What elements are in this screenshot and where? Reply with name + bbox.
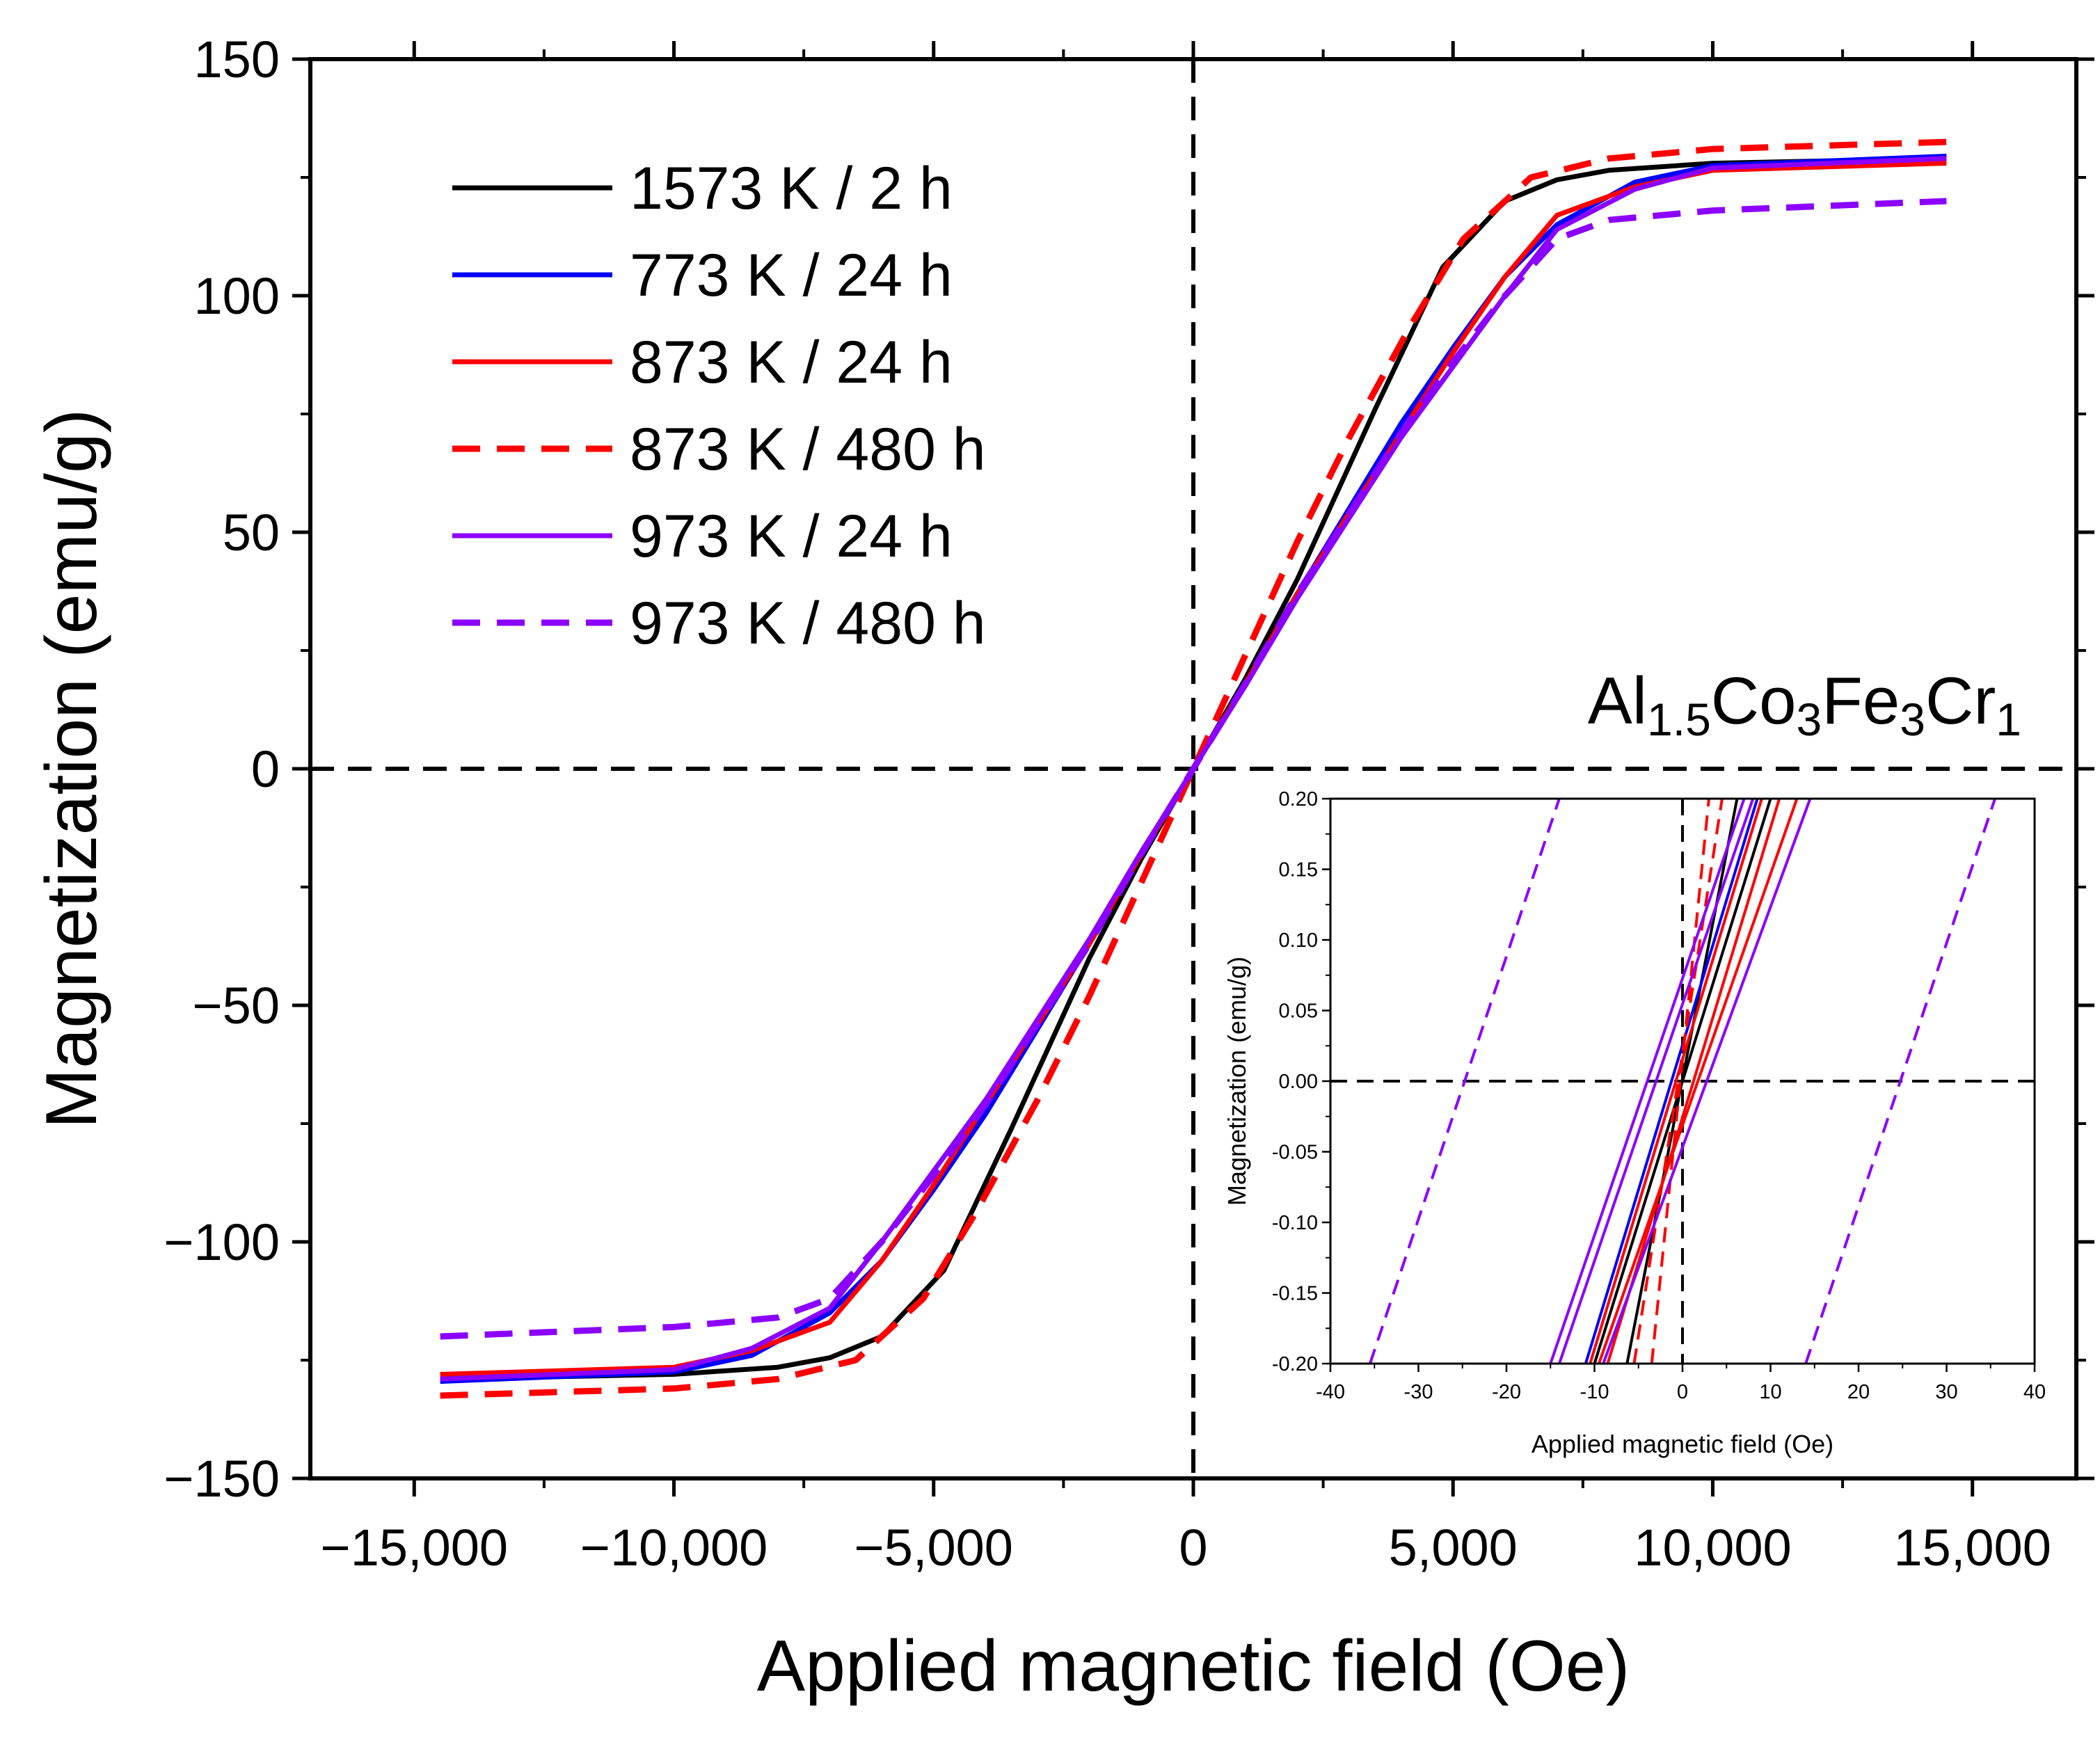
x-tick-label: 15,000 <box>1894 1519 2051 1577</box>
inset-x-tick-label: -30 <box>1404 1381 1433 1403</box>
inset-series-line-10 <box>1549 799 1746 1364</box>
inset-series-group <box>1369 799 1996 1364</box>
inset-x-axis-title: Applied magnetic field (Oe) <box>1532 1430 1833 1458</box>
y-tick-label: 150 <box>194 31 280 88</box>
legend-item-973-k-480-h: 973 K / 480 h <box>452 590 986 657</box>
main-x-tick-labels: −15,000 −10,000 −5,000 0 5,000 10,000 15,000 <box>321 1519 2051 1577</box>
inset-y-tick-label: -0.15 <box>1272 1283 1318 1305</box>
inset-y-axis-title: Magnetization (emu/g) <box>1223 957 1251 1206</box>
y-tick-label: 0 <box>251 740 280 798</box>
y-tick-label: 100 <box>194 267 280 325</box>
inset-x-tick-label: -10 <box>1580 1381 1609 1403</box>
legend-label: 873 K / 24 h <box>630 329 953 396</box>
inset-x-tick-label: -20 <box>1492 1381 1521 1403</box>
x-tick-label: 5,000 <box>1389 1519 1518 1577</box>
inset-x-tick-label: 0 <box>1677 1381 1688 1403</box>
legend-label: 773 K / 24 h <box>630 242 953 309</box>
main-plot: −15,000 −10,000 −5,000 0 5,000 10,000 15,000 −… <box>31 31 2094 1707</box>
legend-item-873-k-24-h: 873 K / 24 h <box>452 329 953 396</box>
inset-tick-marks <box>1322 797 2036 1372</box>
inset-y-tick-labels: -0.20 -0.15 -0.10 -0.05 0.00 0.05 0.10 0.15 0.20 <box>1272 788 1318 1375</box>
inset-plot: -40 -30 -20 -10 0 10 20 30 40 -0.20-0.15-0.10-0.… <box>1223 788 2046 1458</box>
main-series-group <box>440 138 1947 1399</box>
inset-series-line-2 <box>1593 799 1772 1364</box>
x-tick-label: −10,000 <box>580 1519 768 1577</box>
legend: 1573 K / 2 h 773 K / 24 h 873 K / 24 h 873 … <box>452 155 986 657</box>
main-y-tick-labels: −150 −100 −50 0 50 100 150 <box>164 31 280 1508</box>
inset-y-tick-label: 0.00 <box>1279 1071 1318 1093</box>
inset-y-tick-label: -0.05 <box>1272 1142 1318 1164</box>
inset-x-tick-label: 40 <box>2023 1381 2046 1403</box>
legend-item-1573-k-2-h: 1573 K / 2 h <box>452 155 953 222</box>
inset-y-tick-label: -0.10 <box>1272 1212 1318 1234</box>
legend-label: 973 K / 24 h <box>630 503 953 570</box>
inset-y-tick-label: 0.20 <box>1279 788 1318 811</box>
legend-label: 973 K / 480 h <box>630 590 986 657</box>
inset-x-tick-label: 10 <box>1759 1381 1781 1403</box>
y-tick-label: 50 <box>223 504 280 561</box>
legend-label: 873 K / 480 h <box>630 416 986 483</box>
inset-x-tick-labels: -40 -30 -20 -10 0 10 20 30 40 <box>1316 1381 2046 1403</box>
series-line-973-k-480-h <box>440 198 1947 1340</box>
x-tick-label: 0 <box>1179 1519 1207 1577</box>
inset-series-line-8 <box>1650 799 1710 1364</box>
y-tick-label: −100 <box>164 1213 280 1271</box>
y-tick-label: −150 <box>164 1450 280 1508</box>
inset-x-tick-label: -40 <box>1316 1381 1345 1403</box>
inset-x-tick-label: 30 <box>1935 1381 1957 1403</box>
x-tick-label: −15,000 <box>321 1519 509 1577</box>
inset-series-line-12 <box>1369 799 1561 1364</box>
main-tick-marks <box>292 41 2094 1496</box>
inset-series-line-9 <box>1558 799 1755 1364</box>
y-axis-title: Magnetization (emu/g) <box>31 409 112 1129</box>
inset-series-line-13 <box>1804 799 1996 1364</box>
inset-y-tick-label: -0.20 <box>1272 1353 1318 1375</box>
inset-y-tick-label: 0.05 <box>1279 1000 1318 1023</box>
inset-series-line-6 <box>1597 799 1799 1364</box>
legend-item-973-k-24-h: 973 K / 24 h <box>452 503 953 570</box>
x-tick-label: −5,000 <box>854 1519 1013 1577</box>
x-axis-title: Applied magnetic field (Oe) <box>757 1626 1630 1707</box>
legend-item-873-k-480-h: 873 K / 480 h <box>452 416 986 483</box>
inset-y-tick-label: 0.10 <box>1279 929 1318 952</box>
legend-label: 1573 K / 2 h <box>630 155 953 222</box>
inset-series-line-4 <box>1589 799 1763 1364</box>
inset-x-tick-label: 20 <box>1847 1381 1870 1403</box>
series-line-873-k-480-h <box>440 138 1947 1399</box>
inset-series-line-11 <box>1602 799 1812 1364</box>
alloy-formula-annotation: Al1.5Co3Fe3Cr1 <box>1588 664 2021 745</box>
y-tick-label: −50 <box>192 977 280 1035</box>
inset-series-line-3 <box>1584 799 1759 1364</box>
legend-item-773-k-24-h: 773 K / 24 h <box>452 242 953 309</box>
x-tick-label: 10,000 <box>1634 1519 1791 1577</box>
inset-series-line-7 <box>1632 799 1724 1364</box>
inset-y-tick-label: 0.15 <box>1279 859 1318 881</box>
